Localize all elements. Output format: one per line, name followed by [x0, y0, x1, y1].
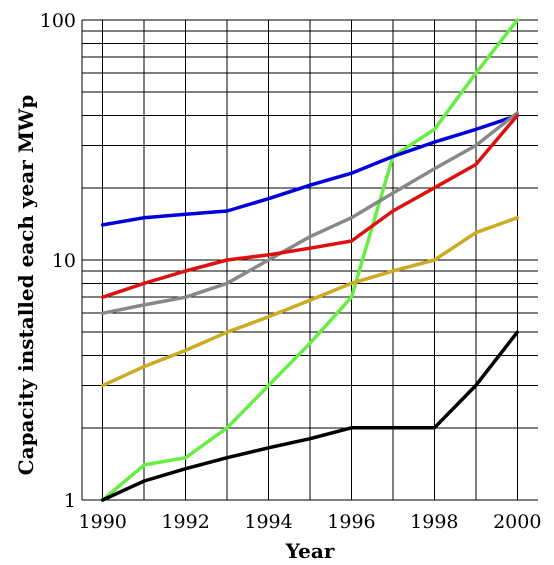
series-line-5: [100, 215, 520, 388]
x-tick-label: 1994: [244, 511, 292, 533]
series-line-2: [100, 113, 520, 227]
x-tick-labels: 1990 1992 1994 1996 1998 2000: [79, 511, 542, 533]
x-tick-label: 2000: [493, 511, 541, 533]
grid: [81, 19, 538, 501]
x-tick-label: 1990: [79, 511, 127, 533]
y-tick-labels: 1 10 100: [40, 10, 76, 512]
x-tick-label: 1992: [161, 511, 209, 533]
y-axis-title: Capacity installed each year MWp: [14, 95, 38, 476]
x-tick-label: 1996: [327, 511, 375, 533]
y-tick-label: 1: [64, 490, 76, 512]
series-line-6: [100, 330, 520, 502]
series-line-1: [100, 18, 520, 502]
x-tick-label: 1998: [410, 511, 458, 533]
x-axis-title: Year: [285, 539, 335, 563]
series-line-3: [100, 111, 520, 315]
y-tick-label: 100: [40, 10, 76, 32]
series-layer: [100, 18, 520, 502]
y-tick-label: 10: [52, 250, 76, 272]
series-line-4: [100, 113, 520, 299]
